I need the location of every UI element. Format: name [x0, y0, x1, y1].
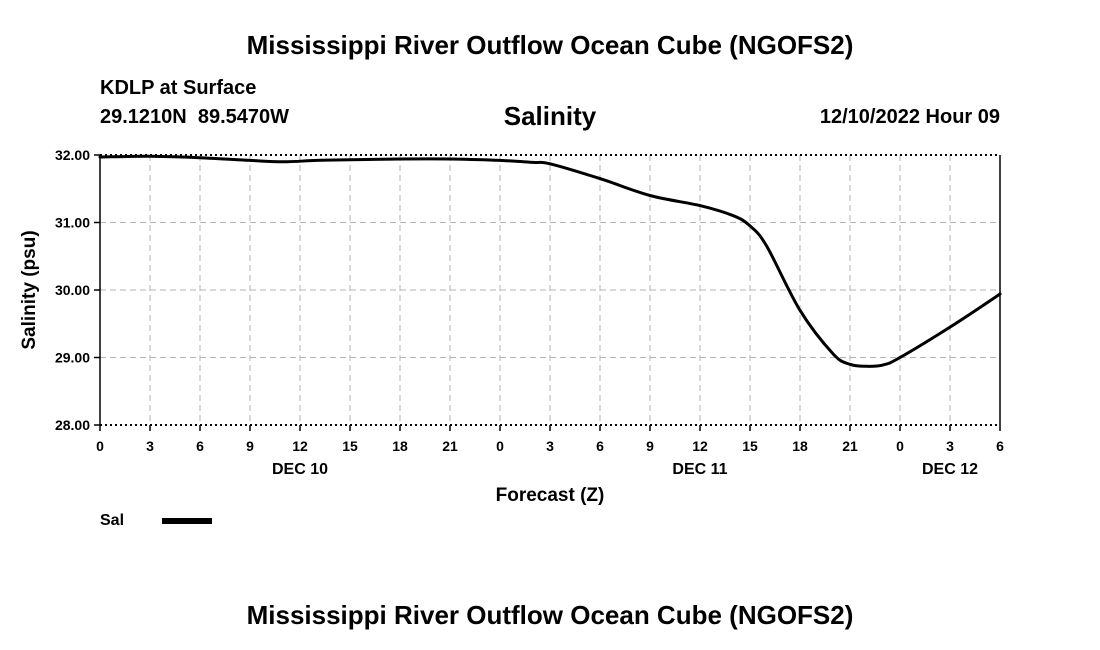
x-tick-label: 0	[896, 438, 904, 454]
x-tick-label: 3	[946, 438, 954, 454]
forecast-timestamp: 12/10/2022 Hour 09	[819, 106, 1000, 128]
x-tick-label: 15	[742, 438, 758, 454]
x-tick-label: 0	[96, 438, 104, 454]
x-tick-label: 9	[246, 438, 254, 454]
x-tick-label: 12	[692, 438, 708, 454]
x-tick-label: 6	[596, 438, 604, 454]
date-label: DEC 11	[672, 461, 727, 478]
x-tick-label: 3	[546, 438, 554, 454]
y-tick-label: 29.00	[55, 350, 90, 366]
y-axis-label: Salinity (psu)	[19, 230, 40, 349]
y-tick-label: 28.00	[55, 417, 90, 433]
x-tick-label: 15	[342, 438, 358, 454]
series-line-sal	[98, 154, 1002, 368]
x-axis-label: Forecast (Z)	[496, 485, 605, 506]
legend-label: Sal	[100, 512, 124, 529]
x-tick-label: 18	[792, 438, 808, 454]
x-tick-label: 6	[996, 438, 1004, 454]
x-tick-label: 18	[392, 438, 408, 454]
x-tick-label: 21	[442, 438, 458, 454]
date-label: DEC 12	[922, 461, 978, 478]
x-tick-label: 9	[646, 438, 654, 454]
date-label: DEC 10	[272, 461, 328, 478]
y-tick-label: 30.00	[55, 282, 90, 298]
y-tick-label: 31.00	[55, 215, 90, 231]
x-tick-label: 0	[496, 438, 504, 454]
station-label: KDLP at Surface	[100, 77, 257, 99]
y-tick-label: 32.00	[55, 147, 90, 163]
x-tick-label: 6	[196, 438, 204, 454]
x-tick-label: 21	[842, 438, 858, 454]
x-tick-label: 3	[146, 438, 154, 454]
x-tick-label: 12	[292, 438, 308, 454]
footer-title: Mississippi River Outflow Ocean Cube (NG…	[246, 600, 854, 630]
page-title: Mississippi River Outflow Ocean Cube (NG…	[246, 30, 854, 60]
station-coordinates: 29.1210N 89.5470W	[100, 106, 290, 128]
chart-title: Salinity	[503, 101, 597, 131]
